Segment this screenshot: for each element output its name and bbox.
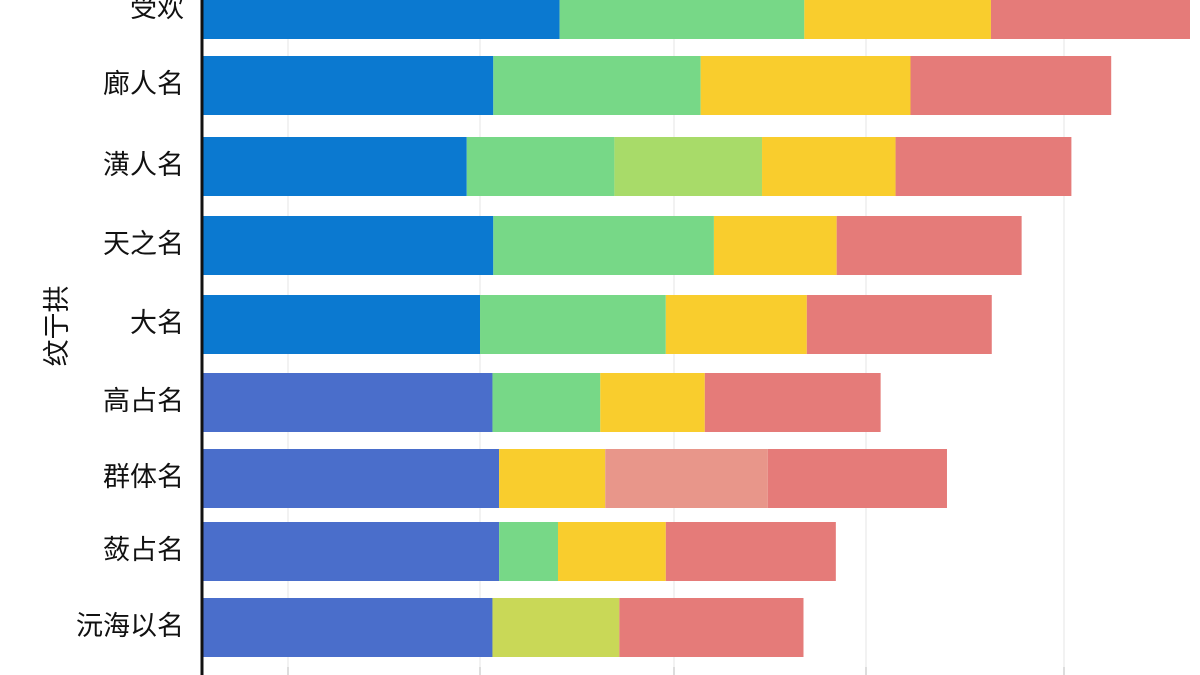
- bar-segment-0-3: [990, 0, 1190, 39]
- category-label-6: 群体名: [103, 462, 184, 493]
- category-label-7: 蔹占名: [103, 535, 184, 566]
- bar-segment-5-2: [600, 373, 705, 432]
- bar-segment-4-2: [665, 295, 807, 354]
- bar-segment-3-1: [493, 216, 714, 275]
- bar-segment-3-3: [836, 216, 1022, 275]
- bar-segment-8-0: [203, 598, 493, 657]
- bar-segment-1-1: [493, 56, 701, 115]
- bar-segment-6-1: [499, 449, 606, 508]
- bar-segment-7-3: [665, 522, 836, 581]
- category-label-1: 廊人名: [103, 69, 184, 100]
- bar-segment-2-4: [895, 137, 1072, 196]
- bar-segment-1-0: [203, 56, 494, 115]
- bar-segment-8-2: [619, 598, 804, 657]
- bar-segment-2-1: [466, 137, 615, 196]
- category-label-2: 潢人名: [103, 150, 184, 181]
- bar-segment-1-2: [700, 56, 911, 115]
- bar-segment-5-0: [203, 373, 493, 432]
- bar-segment-2-0: [203, 137, 467, 196]
- bar-segment-0-0: [203, 0, 560, 39]
- bar-segment-7-0: [203, 522, 500, 581]
- bars-group: [203, 0, 1190, 657]
- bar-segment-4-3: [806, 295, 992, 354]
- bar-segment-4-0: [203, 295, 481, 354]
- category-label-8: 沅海以名: [76, 611, 184, 642]
- bar-segment-8-1: [492, 598, 620, 657]
- bar-segment-7-2: [557, 522, 666, 581]
- bar-segment-5-1: [492, 373, 601, 432]
- bar-segment-6-2: [605, 449, 768, 508]
- category-label-4: 大名: [130, 308, 184, 339]
- bar-segment-6-0: [203, 449, 500, 508]
- bar-segment-1-3: [910, 56, 1112, 115]
- category-label-3: 天之名: [103, 229, 184, 260]
- bar-segment-6-3: [767, 449, 947, 508]
- bar-segment-2-2: [614, 137, 763, 196]
- bar-segment-4-1: [480, 295, 666, 354]
- bar-segment-2-3: [762, 137, 896, 196]
- bar-segment-0-1: [559, 0, 805, 39]
- bar-segment-3-2: [713, 216, 837, 275]
- category-label-5: 高占名: [103, 386, 184, 417]
- category-label-0: 受欢: [130, 0, 184, 24]
- y-axis-label: 纹亍拱: [42, 286, 73, 367]
- bar-segment-7-1: [499, 522, 558, 581]
- bar-segment-5-3: [704, 373, 881, 432]
- bar-segment-0-2: [804, 0, 991, 39]
- bar-segment-3-0: [203, 216, 494, 275]
